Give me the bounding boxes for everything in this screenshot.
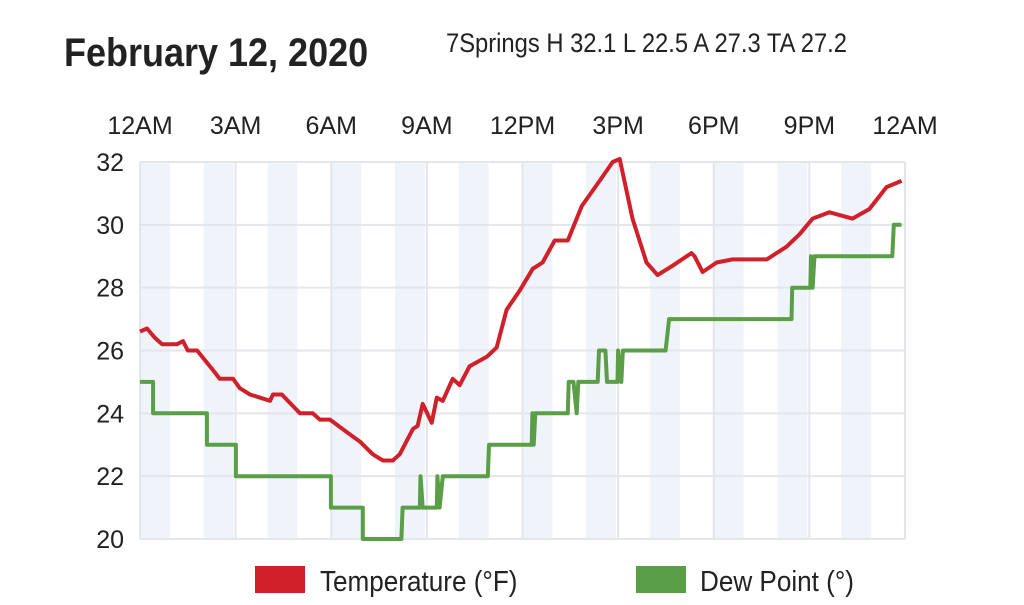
y-tick-label: 26	[96, 338, 124, 366]
y-tick-label: 30	[96, 212, 124, 240]
station-summary: 7Springs H 32.1 L 22.5 A 27.3 TA 27.2	[446, 29, 847, 59]
x-tick-label: 3PM	[592, 112, 643, 140]
legend-label-dew-point[interactable]: Dew Point (°)	[700, 565, 854, 598]
legend[interactable]: Temperature (°F) Dew Point (°)	[255, 565, 854, 598]
x-axis-labels: 12AM 3AM 6AM 9AM 12PM 3PM 6PM 9PM 12AM	[107, 112, 937, 140]
y-tick-label: 28	[96, 275, 124, 303]
legend-label-temperature[interactable]: Temperature (°F)	[320, 565, 517, 598]
series-line-dew	[140, 222, 902, 541]
x-tick-label: 9AM	[401, 112, 452, 140]
chart-title: February 12, 2020	[64, 31, 368, 75]
legend-swatch-temperature	[255, 566, 305, 593]
x-tick-label: 12AM	[107, 112, 172, 140]
y-tick-label: 24	[96, 400, 124, 428]
y-axis-labels: 20 22 24 26 28 30 32	[96, 149, 124, 554]
series-line-temperature	[139, 156, 903, 463]
y-tick-label: 22	[96, 463, 124, 491]
y-tick-label: 20	[96, 526, 124, 554]
legend-swatch-dew-point	[636, 566, 686, 593]
x-tick-label: 12AM	[872, 112, 937, 140]
x-tick-label: 12PM	[490, 112, 555, 140]
x-tick-label: 6AM	[306, 112, 357, 140]
series-lines	[139, 156, 903, 541]
y-tick-label: 32	[96, 149, 124, 177]
x-tick-label: 9PM	[784, 112, 835, 140]
x-tick-label: 6PM	[688, 112, 739, 140]
x-tick-label: 3AM	[210, 112, 261, 140]
